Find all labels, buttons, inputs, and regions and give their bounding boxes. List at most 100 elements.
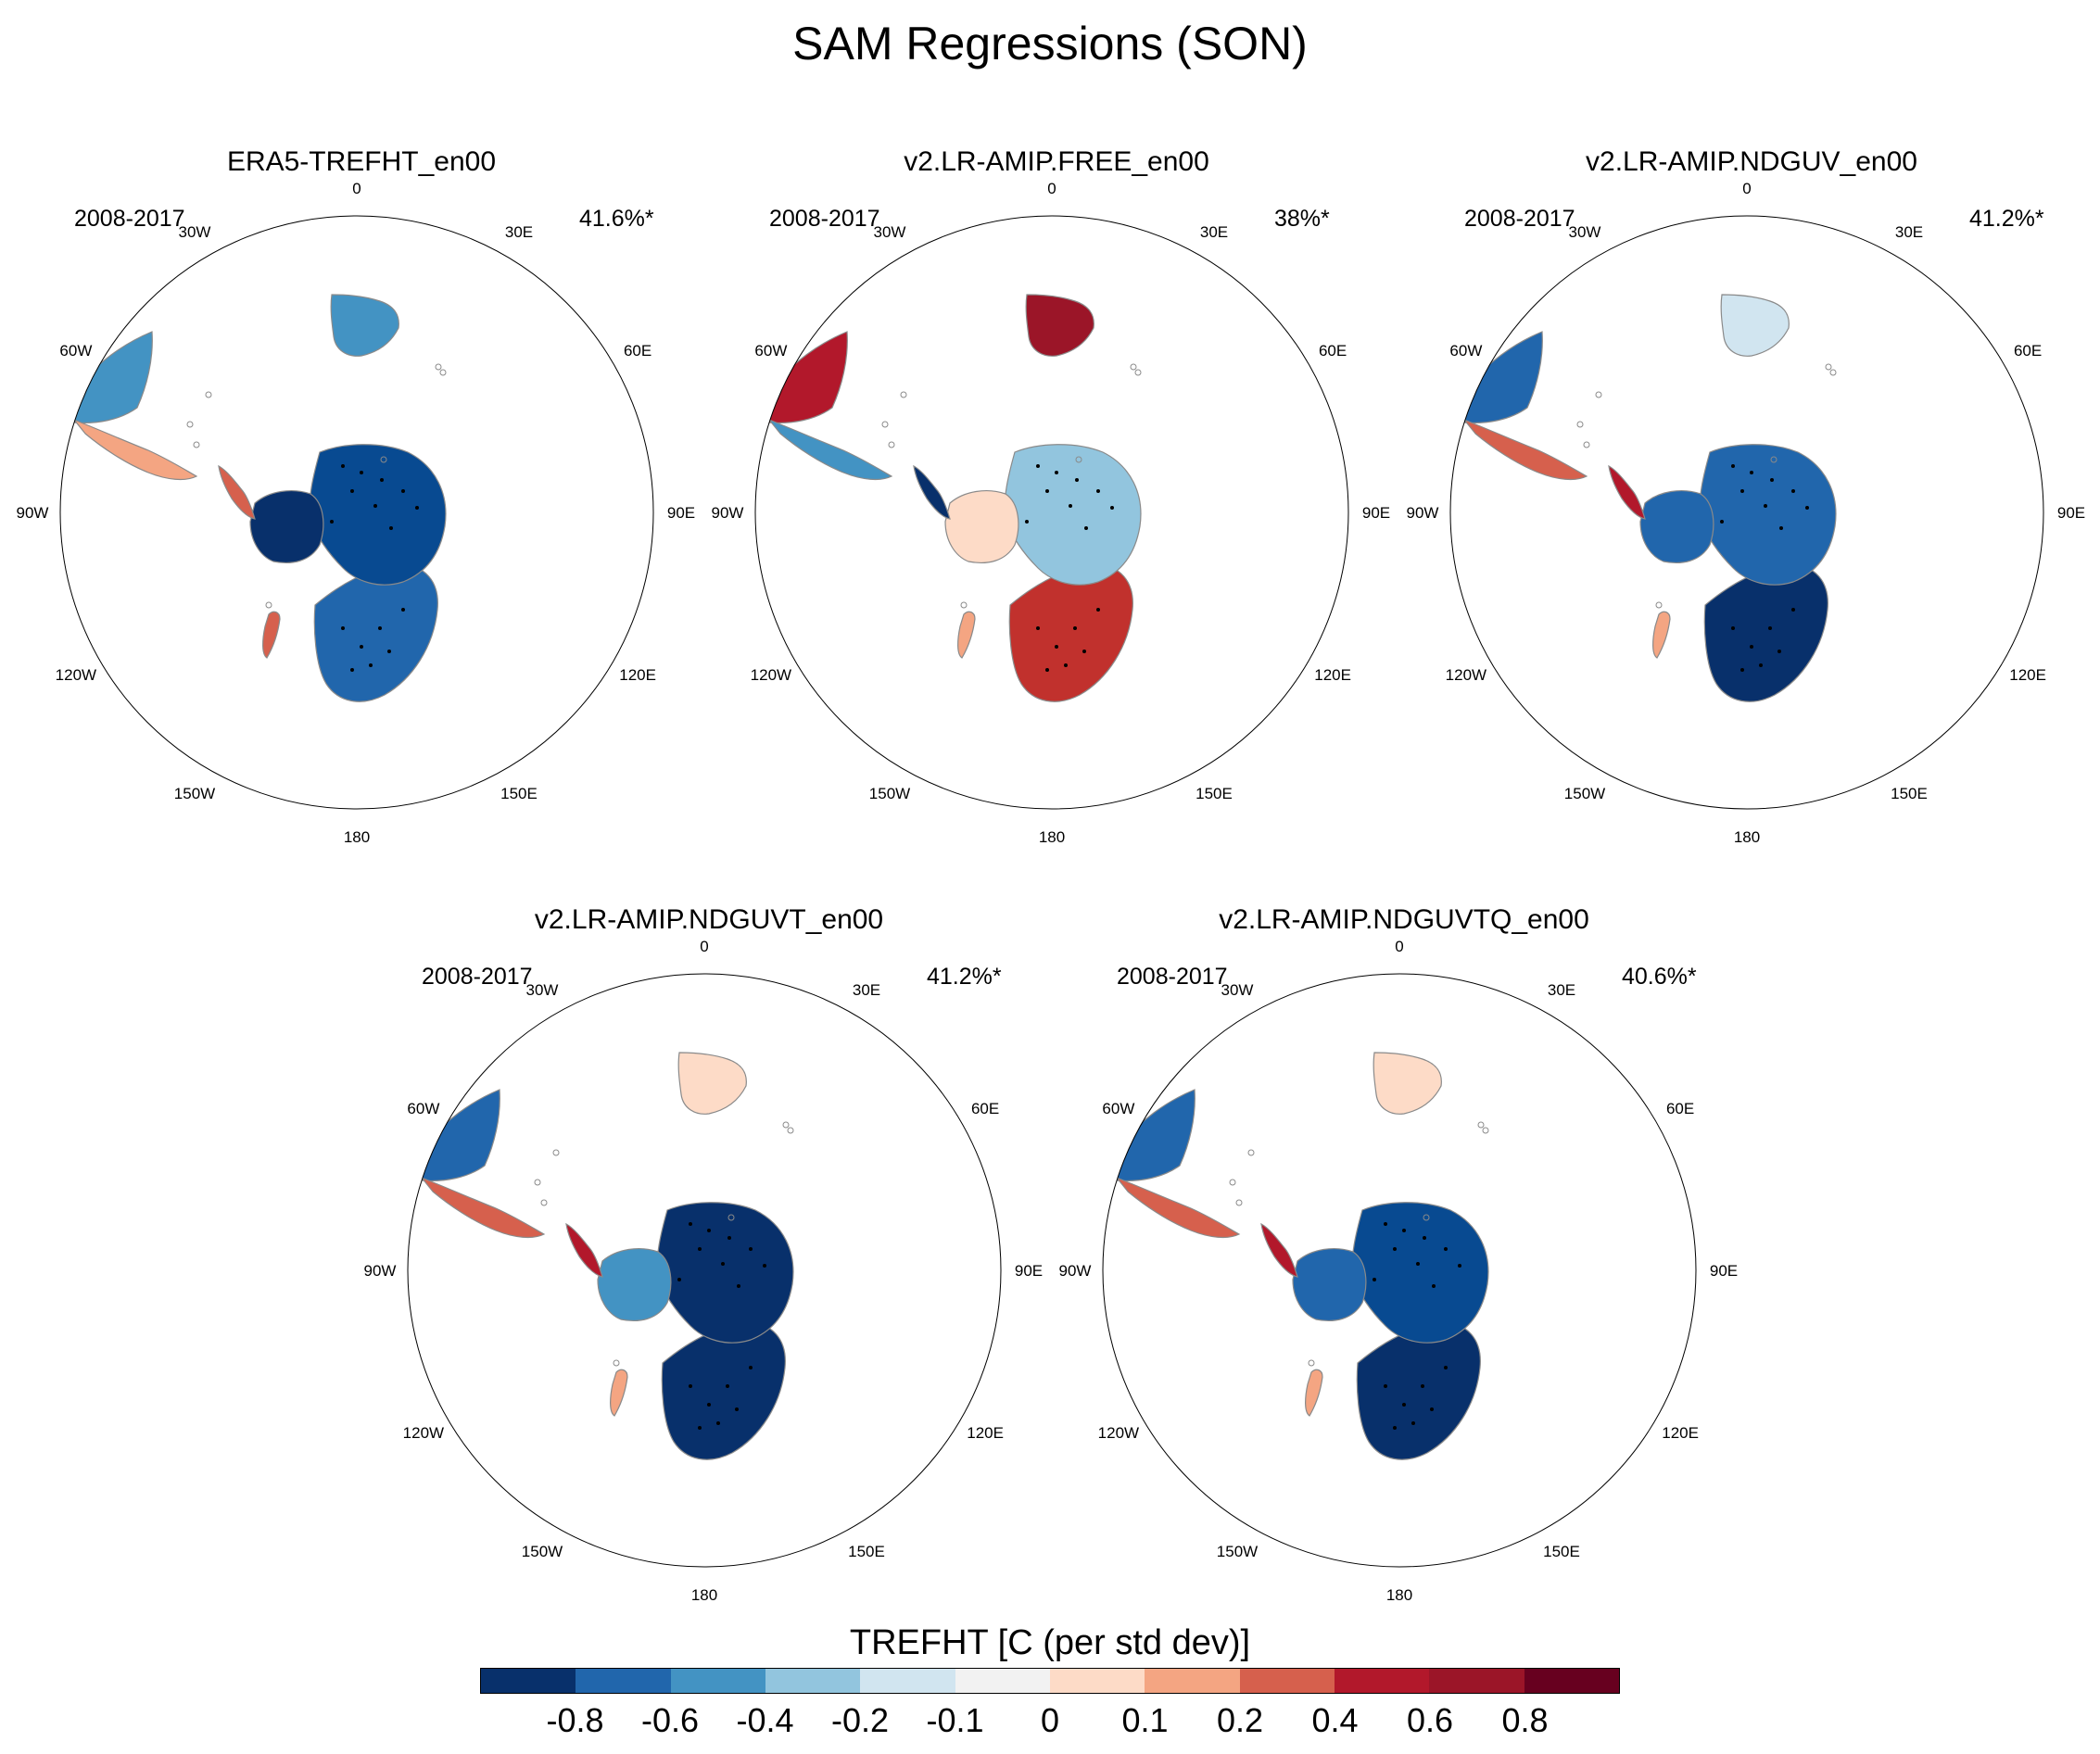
significance-dot xyxy=(689,1384,692,1388)
longitude-label: 90W xyxy=(17,504,49,522)
significance-dot xyxy=(1084,526,1088,530)
longitude-label: 60E xyxy=(1666,1100,1694,1117)
longitude-label: 60W xyxy=(59,342,92,360)
longitude-label: 120W xyxy=(56,666,96,684)
colorbar-swatch xyxy=(1524,1669,1619,1693)
island-outline xyxy=(1247,1149,1255,1156)
longitude-label: 0 xyxy=(1047,180,1056,197)
longitude-label: 90W xyxy=(1407,504,1439,522)
significance-dot xyxy=(1402,1403,1406,1407)
island-outline xyxy=(540,1199,548,1206)
region-afr xyxy=(1720,294,1790,357)
longitude-label: 180 xyxy=(1039,828,1065,846)
colorbar-tick-label: 0.4 xyxy=(1311,1701,1359,1739)
significance-dot xyxy=(677,1278,681,1281)
significance-dot xyxy=(1731,626,1735,630)
longitude-label: 120E xyxy=(967,1424,1004,1442)
colorbar-swatch xyxy=(860,1669,955,1693)
colorbar: TREFHT [C (per std dev)] -0.8 -0.6 -0.4 -0.… xyxy=(480,1623,1620,1744)
island-outline xyxy=(186,421,194,428)
significance-dot xyxy=(727,1236,731,1240)
longitude-label: 90E xyxy=(1710,1262,1738,1280)
longitude-label: 0 xyxy=(1395,938,1403,955)
colorbar-swatch xyxy=(1334,1669,1430,1693)
panel-title: ERA5-TREFHT_en00 xyxy=(226,146,497,177)
region-nz xyxy=(1652,611,1671,659)
significance-dot xyxy=(1432,1284,1436,1288)
colorbar-tick-label: -0.6 xyxy=(640,1701,700,1739)
longitude-label: 30W xyxy=(179,223,211,241)
significance-dot xyxy=(380,478,384,482)
colorbar-tick-label: -0.1 xyxy=(926,1701,984,1739)
longitude-label: 150E xyxy=(1195,785,1233,802)
longitude-label: 150W xyxy=(174,785,215,802)
significance-dot xyxy=(1444,1247,1448,1251)
island-outline xyxy=(534,1179,541,1186)
region-sam-s xyxy=(1462,418,1588,481)
significance-dot xyxy=(1768,626,1772,630)
longitude-label: 0 xyxy=(700,938,708,955)
longitude-label: 30E xyxy=(505,223,533,241)
significance-dot xyxy=(401,608,405,612)
longitude-label: 150E xyxy=(500,785,538,802)
longitude-label: 60E xyxy=(2014,342,2042,360)
island-outline xyxy=(782,1121,790,1129)
region-nz xyxy=(610,1369,628,1417)
significance-dot xyxy=(763,1264,766,1268)
significance-dot xyxy=(1110,506,1114,510)
significance-dot xyxy=(360,645,363,649)
colorbar-tick-label: 0.6 xyxy=(1406,1701,1454,1739)
longitude-label: 120W xyxy=(403,1424,444,1442)
significance-dot xyxy=(1740,668,1744,672)
map-panel-ndguvt: v2.LR-AMIP.NDGUVT_en00 2008-2017 41.2%* … xyxy=(364,904,1044,1618)
region-ant-pen xyxy=(218,464,256,520)
longitude-label: 30W xyxy=(1221,981,1254,999)
region-aus xyxy=(1703,564,1828,702)
significance-dot xyxy=(1791,489,1795,493)
island-outline xyxy=(613,1359,620,1367)
significance-dot xyxy=(330,520,334,524)
significance-dot xyxy=(1444,1366,1448,1369)
significance-dot xyxy=(1025,520,1029,524)
longitude-label: 60W xyxy=(407,1100,439,1117)
significance-dot xyxy=(1096,608,1100,612)
map-boundary xyxy=(1449,215,2044,810)
significance-dot xyxy=(350,668,354,672)
map-panel-ndguv: v2.LR-AMIP.NDGUV_en00 2008-2017 41.2%* 0… xyxy=(1407,146,2086,860)
longitude-label: 120E xyxy=(1662,1424,1699,1442)
region-ant-pen xyxy=(565,1222,603,1278)
significance-dot xyxy=(1402,1229,1406,1232)
longitude-label: 30W xyxy=(1569,223,1601,241)
panel-percentage: 38%* xyxy=(1274,206,1330,232)
panel-percentage: 41.6%* xyxy=(579,206,654,232)
region-ant-west xyxy=(944,489,1019,564)
island-outline xyxy=(1229,1179,1236,1186)
panel-percentage: 40.6%* xyxy=(1622,964,1697,990)
island-outline xyxy=(960,601,968,609)
longitude-label: 30W xyxy=(526,981,559,999)
significance-dot xyxy=(1073,626,1077,630)
colorbar-swatch xyxy=(1239,1669,1335,1693)
significance-dot xyxy=(1777,650,1781,653)
island-outline xyxy=(1576,421,1584,428)
map-panel-free: v2.LR-AMIP.FREE_en00 2008-2017 38%* 0 30E… xyxy=(712,146,1391,860)
significance-dot xyxy=(1421,1384,1424,1388)
significance-dot xyxy=(1036,626,1040,630)
island-outline xyxy=(727,1214,735,1221)
longitude-label: 90E xyxy=(2057,504,2085,522)
map-panel-ndguvtq: v2.LR-AMIP.NDGUVTQ_en00 2008-2017 40.6%*… xyxy=(1059,904,1739,1618)
colorbar-tick-label: -0.2 xyxy=(830,1701,890,1739)
significance-dot xyxy=(698,1426,702,1430)
significance-dot xyxy=(387,650,391,653)
colorbar-swatch xyxy=(955,1669,1050,1693)
region-aus xyxy=(1008,564,1133,702)
significance-dot xyxy=(1759,663,1763,667)
island-outline xyxy=(1134,369,1142,376)
longitude-label: 0 xyxy=(1742,180,1751,197)
longitude-label: 180 xyxy=(344,828,370,846)
longitude-label: 180 xyxy=(1734,828,1760,846)
island-outline xyxy=(787,1127,794,1134)
panel-period: 2008-2017 xyxy=(74,206,185,232)
longitude-label: 120E xyxy=(619,666,656,684)
longitude-label: 60E xyxy=(971,1100,999,1117)
